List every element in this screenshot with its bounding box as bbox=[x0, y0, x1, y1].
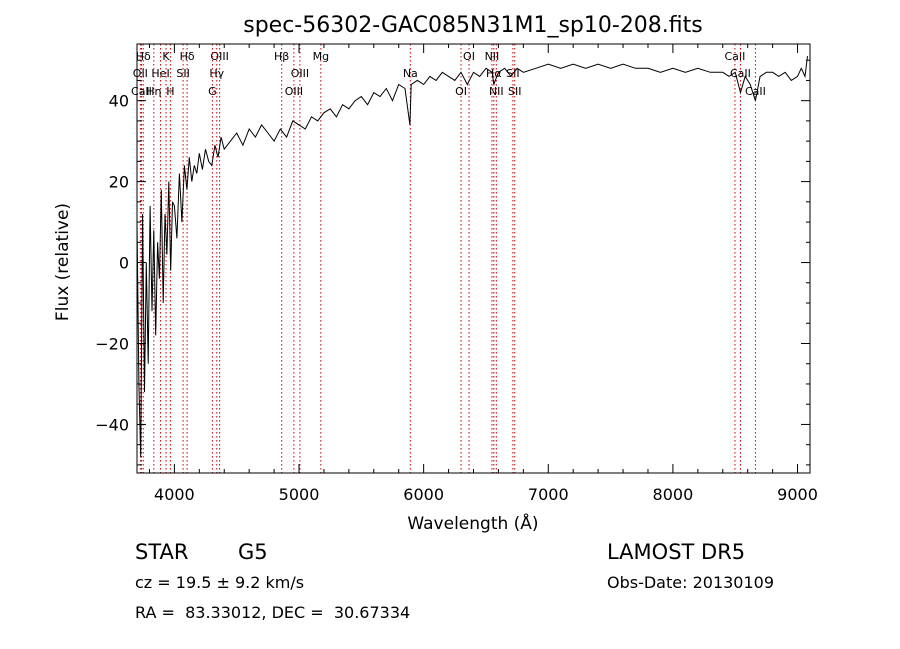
x-tick-label: 8000 bbox=[653, 485, 694, 504]
x-tick-label: 6000 bbox=[403, 485, 444, 504]
data-release: LAMOST DR5 bbox=[607, 540, 746, 564]
spectral-line-label: OI bbox=[463, 50, 475, 63]
spectral-line-label: NII bbox=[489, 85, 504, 98]
spectrum-chart: spec-56302-GAC085N31M1_sp10-208.fits Hδ O… bbox=[53, 13, 818, 534]
spectral-line-label: SII bbox=[508, 85, 521, 98]
redshift-cz: cz = 19.5 ± 9.2 km/s bbox=[135, 573, 305, 592]
spectral-line-markers: HδOIICaIIKHeIHηHδSIIHOIIIHγGHβOIIIOIIIMg… bbox=[131, 44, 766, 473]
spectral-line-label: K bbox=[162, 50, 170, 63]
spectral-line-label: Hη bbox=[146, 85, 161, 98]
spectral-line-label: OIII bbox=[291, 67, 309, 80]
spectral-line-label: H bbox=[166, 85, 174, 98]
y-axis-label: Flux (relative) bbox=[53, 203, 73, 321]
x-axis-label: Wavelength (Å) bbox=[407, 512, 538, 534]
spectral-line-label: OIII bbox=[285, 85, 303, 98]
spectral-line-label: Hγ bbox=[209, 67, 224, 80]
spectral-line-label: NII bbox=[485, 50, 500, 63]
spectral-line-label: CaII bbox=[131, 85, 152, 98]
spectral-line-label: Hδ bbox=[136, 50, 151, 63]
spectral-line-label: Hδ bbox=[180, 50, 195, 63]
spectral-line-label: OII bbox=[133, 67, 148, 80]
spectral-line-label: Na bbox=[403, 67, 418, 80]
plot-frame bbox=[136, 43, 811, 474]
spectral-line-label: OI bbox=[455, 85, 467, 98]
spectral-line-label: OIII bbox=[210, 50, 228, 63]
spectral-line-label: G bbox=[208, 85, 217, 98]
spectral-line-label: HeI bbox=[151, 67, 169, 80]
x-tick-label: 5000 bbox=[279, 485, 320, 504]
spectrum-series-line bbox=[136, 56, 808, 457]
axis-ticks: 4000 5000 6000 7000 8000 9000 −40 −20 0 20 40 bbox=[95, 44, 818, 504]
x-tick-label: 9000 bbox=[777, 485, 818, 504]
object-subclass: G5 bbox=[238, 540, 268, 564]
spectral-line-label: SII bbox=[176, 67, 189, 80]
spectral-line-label: CaII bbox=[725, 50, 746, 63]
y-tick-label: 0 bbox=[119, 254, 129, 273]
y-tick-label: 40 bbox=[109, 92, 129, 111]
coordinates: RA = 83.33012, DEC = 30.67334 bbox=[135, 603, 411, 622]
spectral-line-label: Hα bbox=[486, 67, 502, 80]
y-tick-label: −20 bbox=[95, 334, 129, 353]
chart-title: spec-56302-GAC085N31M1_sp10-208.fits bbox=[243, 13, 703, 38]
observation-date: Obs-Date: 20130109 bbox=[607, 573, 775, 592]
spectral-line-label: CaII bbox=[745, 85, 766, 98]
object-class: STAR bbox=[135, 540, 189, 564]
y-tick-label: 20 bbox=[109, 173, 129, 192]
x-tick-label: 4000 bbox=[154, 485, 195, 504]
y-tick-label: −40 bbox=[95, 415, 129, 434]
x-tick-label: 7000 bbox=[528, 485, 569, 504]
spectral-line-label: Mg bbox=[313, 50, 329, 63]
spectral-line-label: Hβ bbox=[274, 50, 289, 63]
